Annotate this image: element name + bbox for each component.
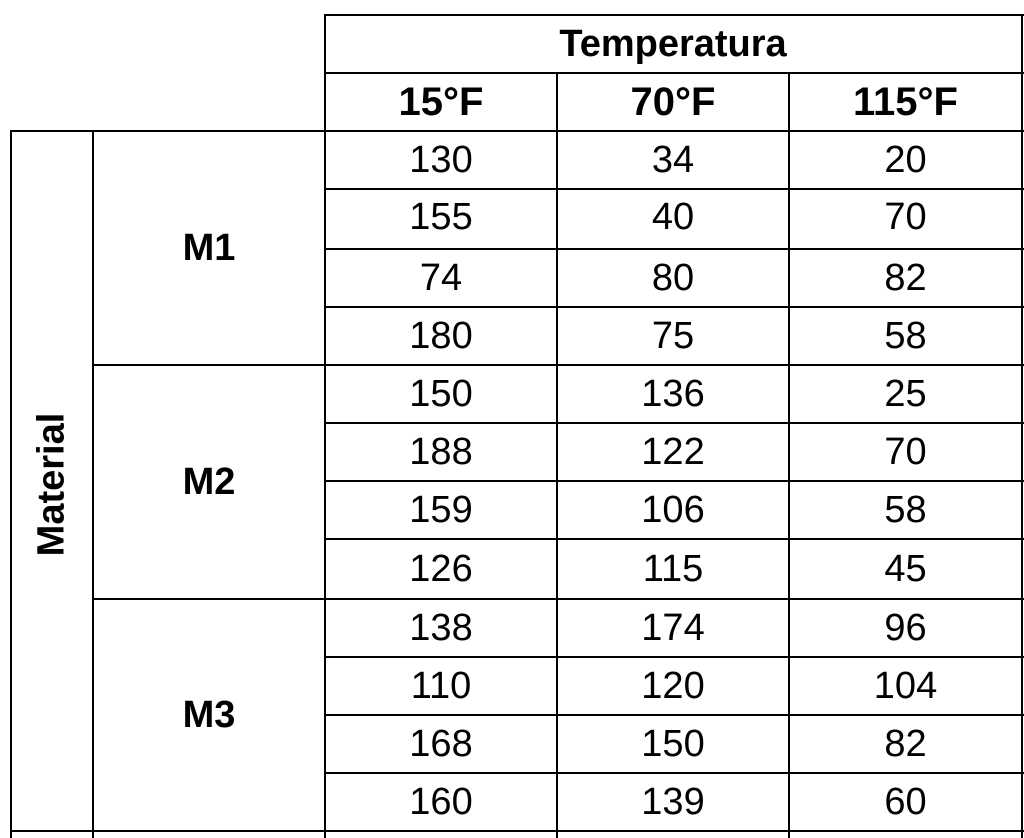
rule-r5	[325, 422, 1024, 424]
table-cell: 25	[884, 373, 927, 415]
table-cell: 150	[409, 373, 473, 415]
rule-header-bottom	[10, 130, 1024, 132]
table-cell: 138	[409, 607, 473, 649]
material-label-cell: Material	[10, 130, 94, 838]
col-header-70f: 70°F	[630, 80, 716, 124]
rule-r2	[325, 248, 1024, 250]
table-cell: 115	[642, 548, 704, 590]
table-cell: 139	[641, 781, 705, 823]
rule-r10	[325, 714, 1024, 716]
table-cell: 120	[641, 665, 705, 707]
table-cell: 159	[409, 489, 473, 531]
table-cell: 106	[641, 489, 705, 531]
table-cell: 126	[409, 548, 473, 590]
rule-r6	[325, 480, 1024, 482]
table-cell: 180	[409, 315, 473, 357]
rule-factor	[92, 130, 94, 838]
rule-level	[324, 14, 326, 838]
rule-group-1	[94, 364, 1024, 366]
rule-right	[1021, 14, 1023, 838]
group-label-m1: M1	[182, 227, 236, 269]
table-cell: 160	[409, 781, 473, 823]
rule-group-2	[94, 598, 1024, 600]
col-header-115f: 115°F	[853, 80, 958, 124]
table-cell: 130	[409, 139, 473, 181]
rule-r9	[325, 656, 1024, 658]
table-cell: 122	[641, 431, 705, 473]
table-cell: 58	[884, 315, 927, 357]
rule-top	[325, 14, 1024, 16]
table-cell: 150	[641, 723, 705, 765]
table-cell: 168	[409, 723, 473, 765]
table-cell: 188	[409, 431, 473, 473]
table-cell: 96	[884, 607, 927, 649]
material-label: Material	[30, 412, 73, 556]
rule-r3	[325, 306, 1024, 308]
table-cell: 74	[419, 257, 463, 299]
table-cell: 110	[410, 665, 472, 707]
table-cell: 155	[409, 196, 473, 238]
temperature-header: Temperatura	[559, 23, 787, 65]
table-cell: 40	[651, 196, 695, 238]
rule-r7	[325, 538, 1024, 540]
table-cell: 136	[641, 373, 705, 415]
table-cell: 75	[651, 315, 695, 357]
table-cell: 82	[884, 723, 927, 765]
rule-header-mid	[325, 72, 1024, 74]
table-cell: 58	[884, 489, 927, 531]
table-cell: 20	[884, 139, 927, 181]
table-cell: 174	[641, 607, 705, 649]
table-cell: 60	[884, 781, 927, 823]
rule-r1	[325, 188, 1024, 190]
group-label-m2: M2	[182, 461, 236, 503]
rule-r11	[325, 772, 1024, 774]
table-cell: 104	[873, 665, 938, 707]
group-label-m3: M3	[182, 694, 236, 736]
table-cell: 45	[884, 548, 927, 590]
table-cell: 70	[884, 196, 927, 238]
table-cell: 80	[651, 257, 695, 299]
rule-left	[10, 130, 12, 838]
table-cell: 34	[651, 139, 695, 181]
rule-col-2	[556, 72, 558, 838]
table-cell: 82	[884, 257, 927, 299]
col-header-15f: 15°F	[398, 80, 484, 124]
rule-col-3	[788, 72, 790, 838]
rule-bottom	[10, 830, 1024, 832]
table-cell: 70	[884, 431, 927, 473]
